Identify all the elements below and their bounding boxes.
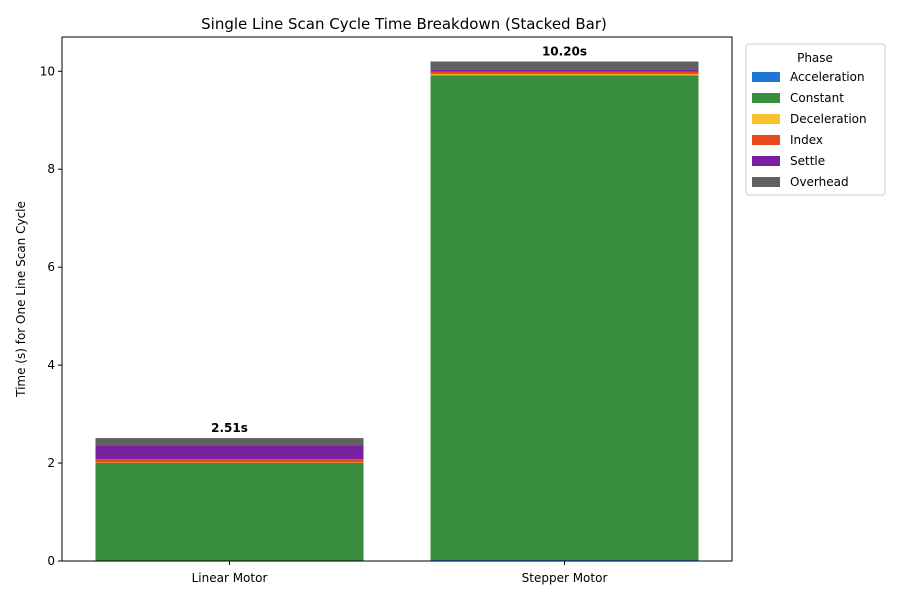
- bar-segment-settle: [431, 69, 699, 71]
- legend-swatch-constant: [752, 93, 780, 103]
- y-tick-label: 10: [40, 64, 55, 78]
- legend-label-constant: Constant: [790, 91, 844, 105]
- legend-swatch-settle: [752, 156, 780, 166]
- y-tick-label: 4: [47, 358, 55, 372]
- bar-segment-overhead: [431, 61, 699, 69]
- y-tick-label: 8: [47, 162, 55, 176]
- bar-segment-overhead: [96, 438, 364, 445]
- bar-segment-constant: [96, 463, 364, 561]
- legend-swatch-deceleration: [752, 114, 780, 124]
- bar-segment-constant: [431, 75, 699, 560]
- bar-segment-index: [431, 72, 699, 74]
- legend-label-settle: Settle: [790, 154, 825, 168]
- bar-segment-index: [96, 459, 364, 462]
- bar-total-label: 2.51s: [211, 421, 248, 435]
- plot-area: 2.51s Linear Motor 10.20s Stepper Motor 0 2 4 6…: [40, 37, 732, 585]
- legend-label-index: Index: [790, 133, 823, 147]
- bar-total-label: 10.20s: [542, 44, 587, 58]
- bar-segment-deceleration: [431, 74, 699, 75]
- legend-label-acceleration: Acceleration: [790, 70, 865, 84]
- x-tick-label: Stepper Motor: [522, 571, 608, 585]
- legend-swatch-index: [752, 135, 780, 145]
- y-tick-label: 0: [47, 554, 55, 568]
- legend-title: Phase: [797, 51, 833, 65]
- bar-segment-settle: [96, 445, 364, 459]
- x-tick-label: Linear Motor: [192, 571, 268, 585]
- legend-swatch-acceleration: [752, 72, 780, 82]
- chart-title: Single Line Scan Cycle Time Breakdown (S…: [201, 15, 607, 33]
- y-tick-label: 6: [47, 260, 55, 274]
- legend: Phase Acceleration Constant Deceleration In…: [746, 44, 885, 195]
- y-axis-label: Time (s) for One Line Scan Cycle: [14, 201, 28, 398]
- legend-label-overhead: Overhead: [790, 175, 849, 189]
- legend-label-deceleration: Deceleration: [790, 112, 867, 126]
- y-tick-label: 2: [47, 456, 55, 470]
- legend-swatch-overhead: [752, 177, 780, 187]
